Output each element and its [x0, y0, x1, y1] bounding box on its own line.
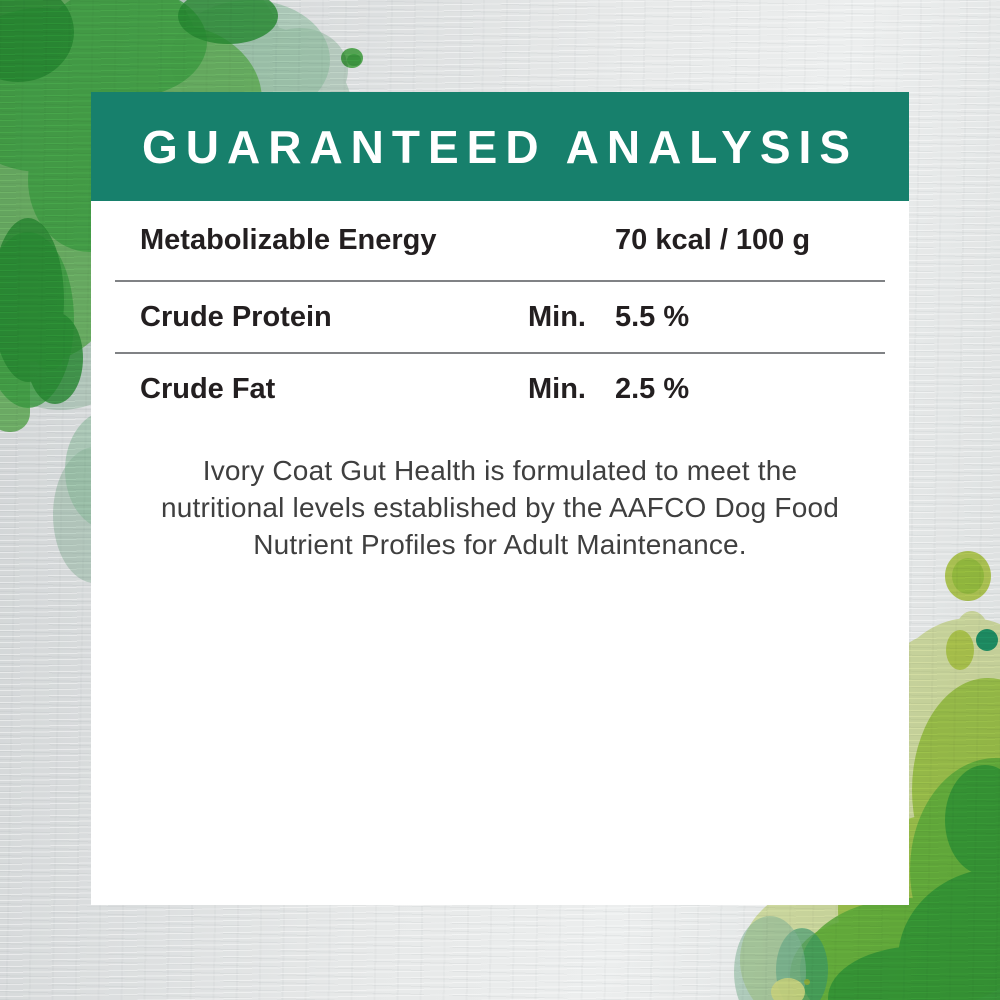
row-divider: [115, 352, 885, 354]
panel-header: GUARANTEED ANALYSIS: [91, 92, 909, 201]
nutrient-label: Metabolizable Energy: [140, 224, 437, 256]
nutrient-value: 70 kcal / 100 g: [615, 224, 811, 256]
watercolor-splash-bottom-right: [734, 551, 1000, 1000]
guaranteed-analysis-panel: GUARANTEED ANALYSIS Metabolizable Energy…: [91, 92, 909, 905]
nutrient-value: 2.5 %: [615, 372, 690, 405]
panel-title: GUARANTEED ANALYSIS: [142, 120, 858, 173]
table-row: Metabolizable Energy 70 kcal / 100 g: [115, 201, 885, 280]
table-row: Crude Protein Min. 5.5 %: [115, 282, 885, 352]
nutrient-value: 5.5 %: [615, 300, 690, 333]
nutrient-label: Crude Fat: [140, 372, 276, 405]
aafco-statement: Ivory Coat Gut Health is formulated to m…: [160, 455, 840, 560]
analysis-table: Metabolizable Energy 70 kcal / 100 g Cru…: [115, 201, 885, 424]
watercolor-dot: [341, 48, 363, 68]
nutrient-label: Crude Protein: [140, 300, 332, 333]
nutrient-qualifier: Min.: [528, 300, 586, 333]
table-row: Crude Fat Min. 2.5 %: [115, 354, 885, 424]
row-divider: [115, 280, 885, 282]
nutrient-qualifier: Min.: [528, 372, 586, 405]
